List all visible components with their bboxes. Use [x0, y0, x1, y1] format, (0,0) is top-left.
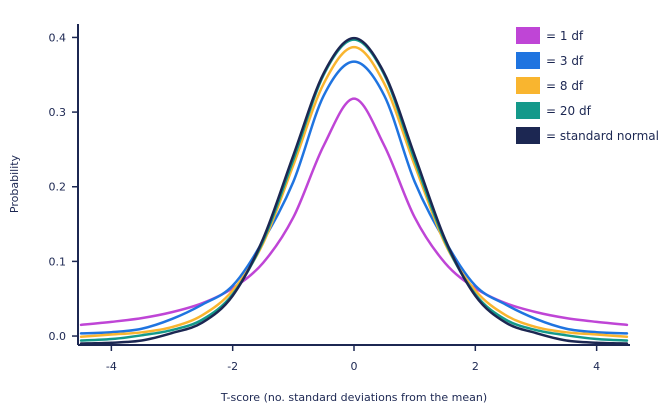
x-tick-label: 4: [593, 360, 600, 373]
x-ticks: -4 -2 0 2 4: [106, 345, 600, 373]
x-tick-label: -2: [227, 360, 238, 373]
x-axis-title: T-score (no. standard deviations from th…: [220, 391, 487, 404]
legend-swatch: [516, 127, 540, 144]
series-line-4: [79, 38, 629, 342]
y-tick-label: 0.1: [49, 255, 67, 268]
legend-label: = 20 df: [546, 104, 592, 118]
curves-layer: [79, 36, 629, 345]
legend-swatch: [516, 102, 540, 119]
legend-label: = 3 df: [546, 54, 584, 68]
legend-swatch: [516, 77, 540, 94]
series-line-5: [79, 36, 629, 345]
x-tick-label: 0: [351, 360, 358, 373]
y-tick-label: 0.4: [49, 31, 67, 44]
series-line-1: [79, 97, 629, 327]
y-ticks: 0.0 0.1 0.2 0.3 0.4: [49, 31, 78, 343]
y-tick-label: 0.2: [49, 181, 67, 194]
x-tick-label: 2: [472, 360, 479, 373]
legend-label: = 1 df: [546, 29, 584, 43]
legend: = 1 df = 3 df = 8 df = 20 df = standard norm…: [516, 27, 659, 144]
x-tick-label: -4: [106, 360, 117, 373]
series-line-2: [79, 60, 629, 335]
axes-layer: [77, 24, 630, 346]
legend-label: = 8 df: [546, 79, 584, 93]
legend-label: = standard normal: [546, 129, 659, 143]
legend-swatch: [516, 27, 540, 44]
y-tick-label: 0.3: [49, 106, 67, 119]
legend-swatch: [516, 52, 540, 69]
y-tick-label: 0.0: [49, 330, 67, 343]
y-axis-title: Probability: [8, 154, 21, 213]
series-line-3: [79, 45, 629, 339]
